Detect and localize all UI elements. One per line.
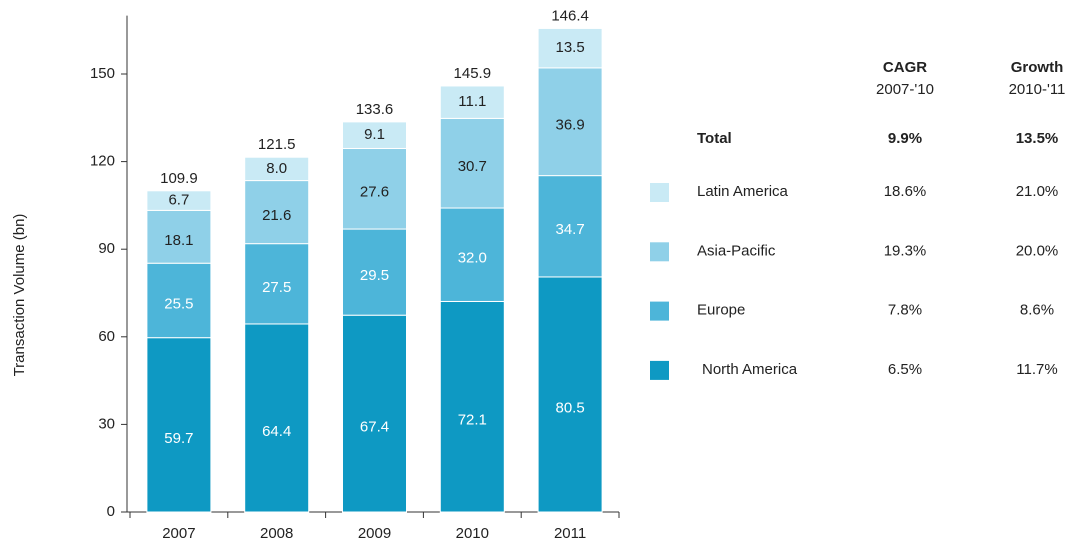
growth-value: 8.6% bbox=[1020, 302, 1054, 319]
bar-segment bbox=[244, 156, 310, 182]
cagr-value: 18.6% bbox=[884, 183, 927, 200]
y-tick-label: 120 bbox=[90, 153, 115, 170]
y-tick-label: 60 bbox=[98, 328, 115, 345]
bar-segment bbox=[439, 85, 505, 119]
bar-segment bbox=[439, 117, 505, 209]
table-subheader: 2010-'11 bbox=[1009, 81, 1066, 98]
bar-segment bbox=[146, 209, 212, 264]
total-label: Total bbox=[697, 130, 732, 147]
total-label: 133.6 bbox=[356, 101, 394, 118]
data-label: 18.1 bbox=[164, 232, 193, 249]
data-label: 9.1 bbox=[364, 126, 385, 143]
y-tick-label: 90 bbox=[98, 240, 115, 257]
growth-value: 20.0% bbox=[1016, 242, 1059, 259]
x-tick-label: 2007 bbox=[162, 525, 195, 542]
legend-swatch bbox=[650, 301, 669, 321]
data-label: 21.6 bbox=[262, 207, 291, 224]
data-label: 27.5 bbox=[262, 279, 291, 296]
growth-value: 21.0% bbox=[1016, 183, 1059, 200]
bar-segment bbox=[342, 147, 407, 230]
data-label: 32.0 bbox=[458, 250, 487, 267]
total-label: 146.4 bbox=[551, 7, 589, 24]
data-label: 80.5 bbox=[555, 399, 584, 416]
total-label: 145.9 bbox=[454, 65, 492, 82]
table-subheader: 2007-'10 bbox=[876, 81, 934, 98]
bar-segment bbox=[439, 300, 505, 513]
x-tick-label: 2010 bbox=[456, 525, 489, 542]
data-label: 6.7 bbox=[168, 192, 189, 209]
data-label: 27.6 bbox=[360, 184, 389, 201]
data-label: 64.4 bbox=[262, 423, 291, 440]
data-label: 30.7 bbox=[458, 158, 487, 175]
bar-segment bbox=[146, 190, 212, 211]
total-label: 121.5 bbox=[258, 136, 296, 153]
bar-segment bbox=[244, 180, 310, 245]
total-growth: 13.5% bbox=[1016, 130, 1059, 147]
bar-segment bbox=[537, 27, 603, 69]
legend-label: Asia-Pacific bbox=[697, 242, 776, 259]
y-tick-label: 150 bbox=[90, 65, 115, 82]
data-label: 8.0 bbox=[266, 160, 287, 177]
growth-value: 11.7% bbox=[1016, 361, 1057, 378]
data-label: 11.1 bbox=[458, 93, 486, 110]
data-label: 25.5 bbox=[164, 295, 193, 312]
bar-segment bbox=[342, 228, 407, 316]
y-axis-title: Transaction Volume (bn) bbox=[11, 214, 28, 377]
legend-swatch bbox=[650, 360, 669, 380]
legend-label: North America bbox=[702, 361, 798, 378]
bar-segment bbox=[146, 337, 212, 513]
bar-segment bbox=[244, 243, 310, 325]
bar-segment bbox=[537, 175, 603, 278]
legend-swatch bbox=[650, 242, 669, 262]
table-header: CAGR bbox=[883, 59, 927, 76]
total-cagr: 9.9% bbox=[888, 130, 922, 147]
data-label: 29.5 bbox=[360, 267, 389, 284]
y-tick-label: 0 bbox=[107, 503, 115, 520]
legend-label: Europe bbox=[697, 302, 745, 319]
data-label: 67.4 bbox=[360, 419, 389, 436]
bar-segment bbox=[342, 121, 407, 149]
bar-segment bbox=[146, 262, 212, 339]
total-label: 109.9 bbox=[160, 170, 198, 187]
data-label: 13.5 bbox=[555, 39, 584, 56]
bar-segment bbox=[537, 276, 603, 513]
data-label: 59.7 bbox=[164, 430, 193, 447]
legend-label: Latin America bbox=[697, 183, 789, 200]
x-tick-label: 2008 bbox=[260, 525, 293, 542]
x-tick-label: 2009 bbox=[358, 525, 391, 542]
legend-swatch bbox=[650, 183, 669, 202]
bar-segment bbox=[244, 323, 310, 513]
bar-segment bbox=[439, 207, 505, 302]
cagr-value: 6.5% bbox=[888, 361, 922, 378]
x-tick-label: 2011 bbox=[554, 525, 586, 542]
data-label: 72.1 bbox=[458, 412, 487, 429]
bar-segment bbox=[342, 314, 407, 513]
table-header: Growth bbox=[1011, 59, 1064, 76]
bar-segment bbox=[537, 67, 603, 177]
data-label: 34.7 bbox=[555, 221, 584, 238]
data-label: 36.9 bbox=[555, 117, 584, 134]
cagr-value: 19.3% bbox=[884, 242, 927, 259]
y-tick-label: 30 bbox=[98, 415, 115, 432]
cagr-value: 7.8% bbox=[888, 302, 922, 319]
